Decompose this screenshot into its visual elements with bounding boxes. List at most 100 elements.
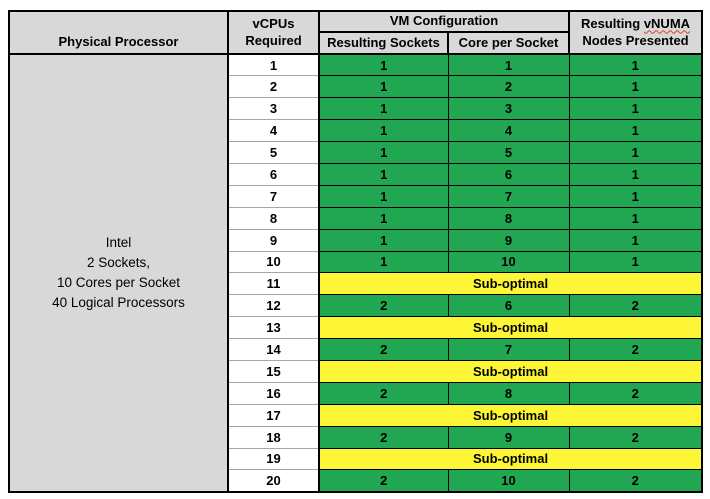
vcpus-cell: 20	[227, 469, 320, 493]
table-row: 13 Sub-optimal	[9, 316, 703, 340]
vcpus-cell: 18	[227, 425, 320, 449]
sockets-cell: 1	[318, 250, 449, 274]
table-row: Intel 2 Sockets, 10 Cores per Socket 40 …	[8, 53, 703, 493]
header-vm-configuration: VM Configuration	[317, 10, 571, 33]
vcpus-cell: 8	[227, 206, 320, 230]
table-row: 12 2 6 2	[9, 294, 703, 318]
header-core-per-socket: Core per Socket	[446, 31, 571, 55]
vcpus-cell: 12	[227, 294, 320, 318]
header-vcpus-required: vCPUs Required	[227, 10, 320, 55]
cores-cell: 8	[447, 206, 570, 230]
sockets-cell: 1	[318, 228, 449, 252]
vnuma-cell: 2	[568, 381, 703, 405]
physical-line: 40 Logical Processors	[52, 294, 185, 310]
vcpus-cell: 3	[227, 97, 320, 121]
sockets-cell: 2	[318, 338, 449, 361]
table-row: 14 2 7 2	[9, 338, 703, 361]
suboptimal-cell: Sub-optimal	[318, 272, 703, 296]
cores-cell: 3	[447, 97, 570, 121]
vcpus-cell: 5	[227, 141, 320, 164]
physical-line: 10 Cores per Socket	[56, 274, 181, 290]
sockets-cell: 1	[318, 184, 449, 208]
vcpus-cell: 10	[227, 250, 320, 274]
vcpus-cell: 7	[227, 184, 320, 208]
vcpus-cell: 15	[227, 359, 320, 383]
table-row: 4 1 4 1	[9, 119, 703, 143]
suboptimal-cell: Sub-optimal	[318, 447, 703, 471]
cores-cell: 7	[447, 184, 570, 208]
table-row: 6 1 6 1	[9, 162, 703, 186]
table-row: 10 1 10 1	[9, 250, 703, 274]
vnuma-cell: 2	[568, 469, 703, 493]
sockets-cell: 1	[318, 206, 449, 230]
cores-cell: 9	[447, 228, 570, 252]
physical-processor-cell: Intel 2 Sockets, 10 Cores per Socket 40 …	[8, 53, 229, 493]
vnuma-cell: 1	[568, 162, 703, 186]
vnuma-cell: 1	[568, 206, 703, 230]
vcpus-cell: 14	[227, 338, 320, 361]
sockets-cell: 2	[318, 425, 449, 449]
table-row: 18 2 9 2	[9, 425, 703, 449]
header-vnuma-line2: Nodes Presented	[582, 32, 689, 48]
physical-line: Intel	[105, 234, 132, 250]
vnuma-cell: 1	[568, 250, 703, 274]
table-row: 17 Sub-optimal	[9, 403, 703, 427]
sockets-cell: 2	[318, 381, 449, 405]
vcpus-cell: 17	[227, 403, 320, 427]
vnuma-cell: 1	[568, 184, 703, 208]
cores-cell: 7	[447, 338, 570, 361]
suboptimal-cell: Sub-optimal	[318, 403, 703, 427]
vnuma-configuration-table: Physical Processor vCPUs Required VM Conf…	[8, 10, 704, 493]
cores-cell: 10	[447, 250, 570, 274]
cores-cell: 2	[447, 75, 570, 99]
vnuma-cell: 2	[568, 338, 703, 361]
cores-cell: 5	[447, 141, 570, 164]
vnuma-cell: 2	[568, 425, 703, 449]
vcpus-cell: 16	[227, 381, 320, 405]
table-row: 5 1 5 1	[9, 141, 703, 164]
table-row: 16 2 8 2	[9, 381, 703, 405]
header-vnuma-nodes: Resulting vNUMA Nodes Presented	[568, 10, 704, 55]
spellcheck-squiggle-vnuma: vNUMA	[643, 15, 691, 31]
cores-cell: 4	[447, 119, 570, 143]
vcpus-cell: 13	[227, 316, 320, 340]
header-vcpus-line1: vCPUs	[252, 15, 295, 31]
table-row: 11 Sub-optimal	[9, 272, 703, 296]
header-resulting-sockets: Resulting Sockets	[318, 31, 449, 55]
table-row: 20 2 10 2	[9, 469, 703, 493]
sockets-cell: 1	[318, 97, 449, 121]
table-row: 15 Sub-optimal	[9, 359, 703, 383]
sockets-cell: 1	[318, 119, 449, 143]
suboptimal-cell: Sub-optimal	[318, 359, 703, 383]
vnuma-cell: 1	[568, 228, 703, 252]
cores-cell: 1	[447, 53, 570, 77]
table-row: 7 1 7 1	[9, 184, 703, 208]
cores-cell: 10	[447, 469, 570, 493]
vcpus-cell: 6	[227, 162, 320, 186]
cores-cell: 6	[447, 294, 570, 318]
header-vcpus-line2: Required	[245, 32, 302, 48]
vnuma-cell: 1	[568, 119, 703, 143]
table-row: 19 Sub-optimal	[9, 447, 703, 471]
table-row: 9 1 9 1	[9, 228, 703, 252]
sockets-cell: 1	[318, 162, 449, 186]
cores-cell: 6	[447, 162, 570, 186]
vcpus-cell: 9	[227, 228, 320, 252]
vnuma-cell: 1	[568, 97, 703, 121]
cores-cell: 8	[447, 381, 570, 405]
sockets-cell: 1	[318, 141, 449, 164]
vnuma-cell: 1	[568, 75, 703, 99]
vnuma-cell: 1	[568, 141, 703, 164]
cores-cell: 9	[447, 425, 570, 449]
physical-line: 2 Sockets,	[86, 254, 151, 270]
sockets-cell: 1	[318, 75, 449, 99]
header-row-2: Resulting Sockets Core per Socket	[9, 31, 702, 55]
vnuma-cell: 2	[568, 294, 703, 318]
vcpus-cell: 11	[227, 272, 320, 296]
sockets-cell: 2	[318, 469, 449, 493]
sockets-cell: 1	[318, 53, 449, 77]
suboptimal-cell: Sub-optimal	[318, 316, 703, 340]
vnuma-cell: 1	[568, 53, 703, 77]
vcpus-cell: 2	[227, 75, 320, 99]
